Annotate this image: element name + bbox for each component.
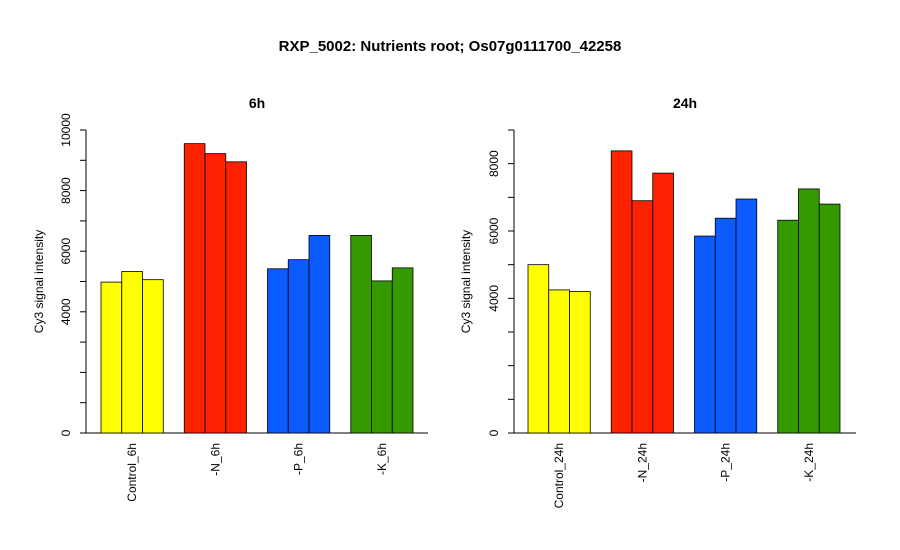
bar (735, 198, 758, 434)
x-tick-label: -N_6h (208, 443, 222, 476)
x-tick-label: Control_24h (552, 443, 566, 508)
bar (121, 271, 143, 434)
y-tick-label: 0 (487, 429, 501, 436)
bar (225, 161, 247, 434)
x-tick-label: -N_24h (635, 443, 649, 482)
x-tick-label: -P_24h (719, 443, 733, 482)
bar (308, 235, 331, 434)
bar (777, 219, 799, 434)
y-axis-label: Cy3 signal intensity (459, 230, 473, 333)
bar (183, 143, 206, 434)
x-tick-label: -K_24h (802, 443, 816, 482)
y-tick-label: 8000 (59, 177, 73, 204)
panel-24h: 24h 0 4000 6000 8000 Cy3 signal intensity Cont… (459, 95, 856, 508)
x-tick-label: Control_6h (125, 443, 139, 502)
panel-title: 24h (673, 95, 697, 111)
y-tick-label: 0 (59, 429, 73, 436)
bar (652, 172, 674, 434)
chart-main-title: RXP_5002: Nutrients root; Os07g0111700_4… (278, 38, 622, 55)
y-tick-label: 8000 (487, 150, 501, 177)
bar (204, 153, 227, 434)
bar (267, 268, 289, 434)
y-tick-label: 10000 (59, 113, 73, 147)
y-tick-label: 6000 (487, 217, 501, 244)
bar (610, 150, 633, 434)
x-tick-label: -K_6h (375, 443, 389, 475)
bar (569, 291, 591, 434)
x-tick-label: -P_6h (292, 443, 306, 475)
bar (798, 188, 820, 434)
bar (142, 279, 164, 434)
bar (714, 217, 737, 434)
bar (371, 280, 393, 434)
panel-6h: 6h 0 4000 6000 8000 10000 Cy3 signal intensity… (32, 95, 428, 502)
bar (818, 203, 841, 434)
bar (631, 200, 654, 434)
bar (694, 235, 716, 434)
bar (100, 281, 123, 434)
y-tick-label: 4000 (487, 285, 501, 312)
y-tick-label: 6000 (59, 238, 73, 265)
bar (350, 235, 372, 434)
bar (391, 267, 414, 434)
bar (548, 289, 570, 434)
bar (527, 264, 550, 434)
panel-title: 6h (249, 95, 265, 111)
y-tick-label: 4000 (59, 298, 73, 325)
y-axis-label: Cy3 signal intensity (32, 230, 46, 333)
bar (287, 259, 310, 434)
